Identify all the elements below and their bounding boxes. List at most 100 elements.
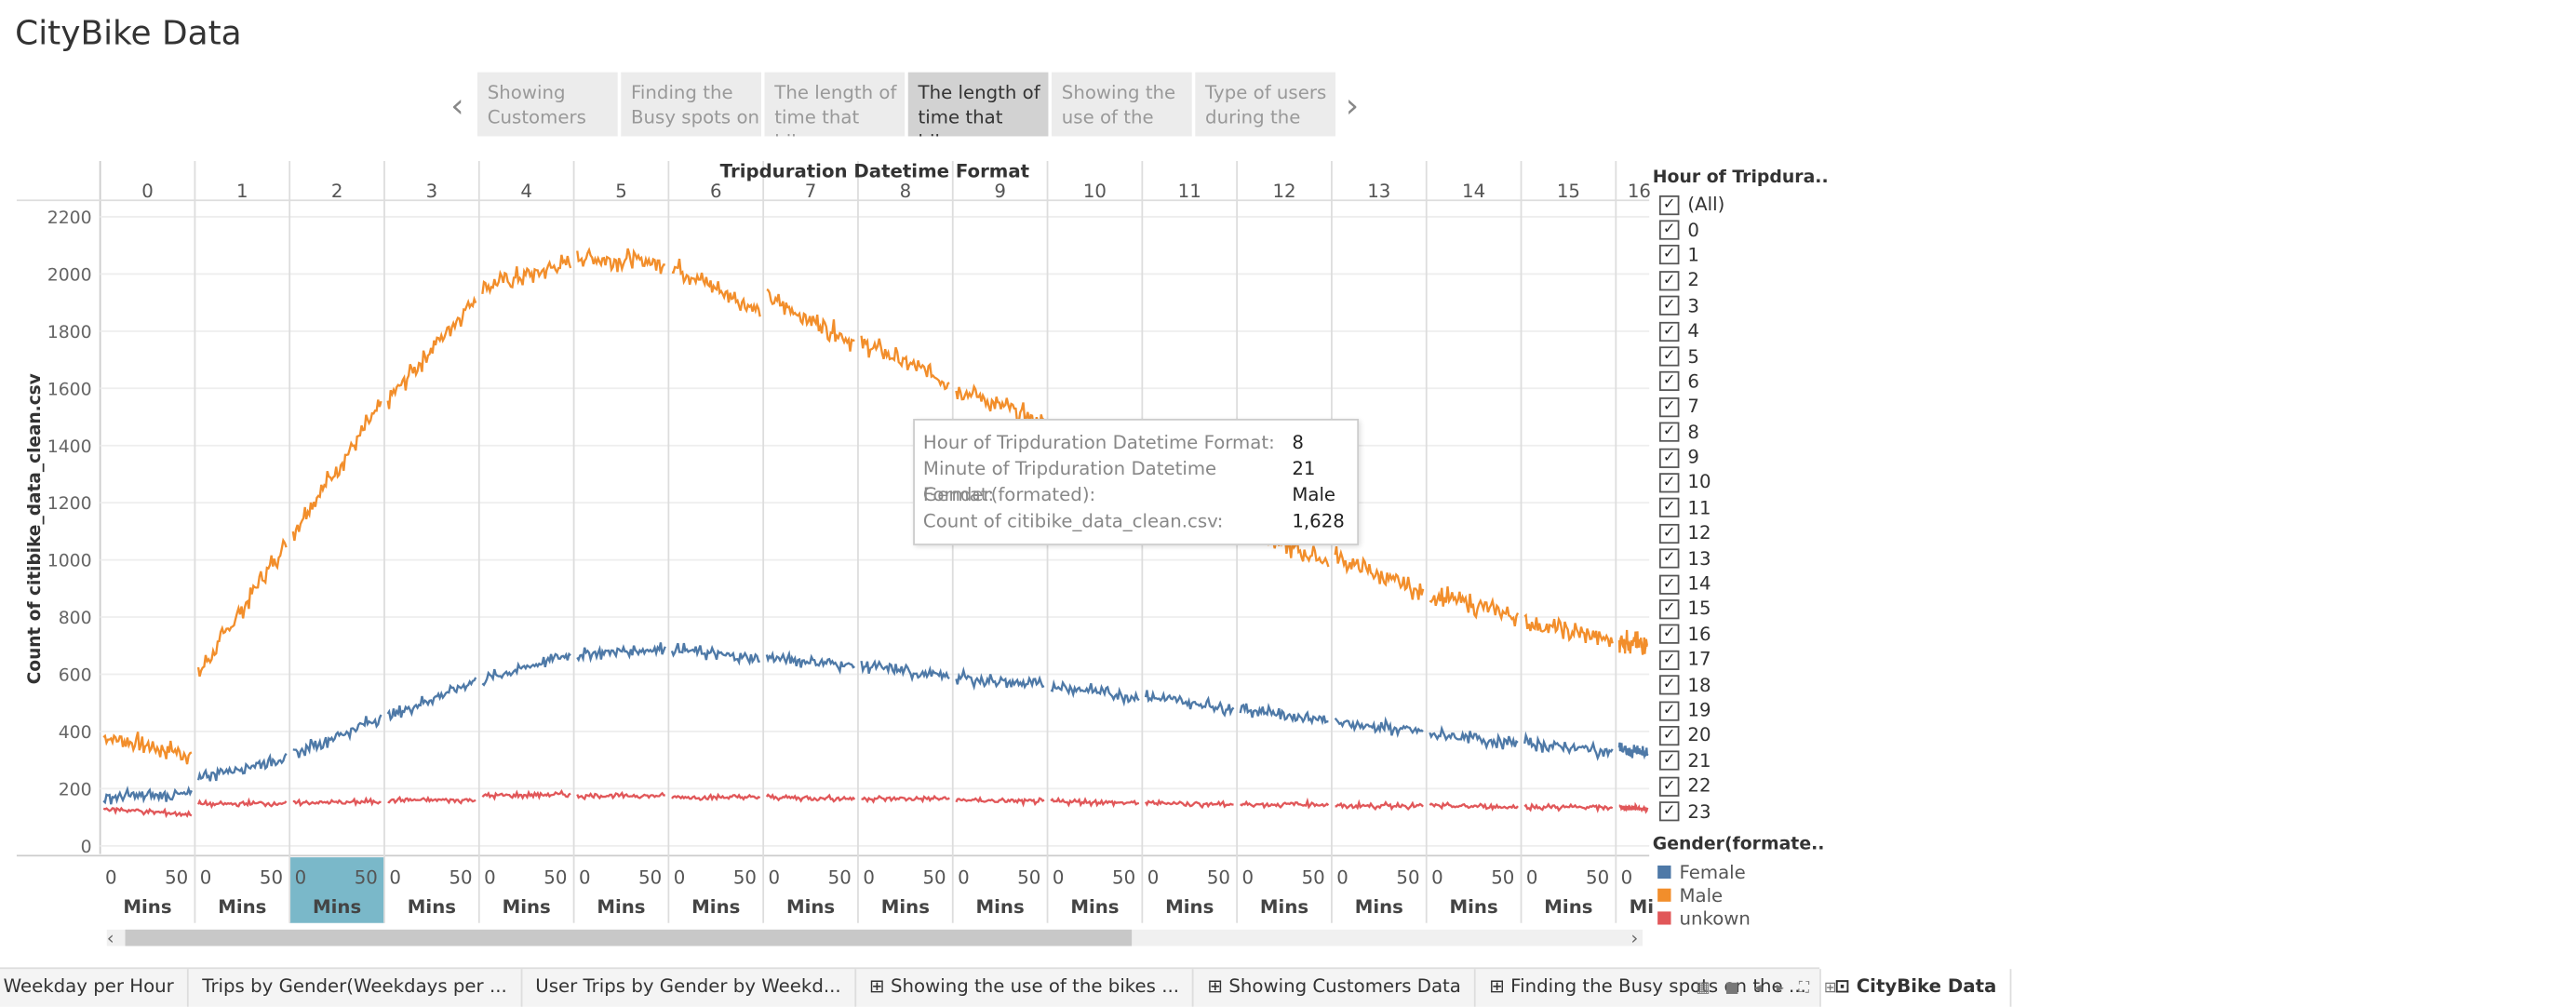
series-line-male xyxy=(1617,629,1648,655)
hour-label: 8 xyxy=(900,181,912,202)
sheet-tab[interactable]: ⊞ Finding the Busy spots on the ... xyxy=(1476,969,1821,1007)
y-tick-label: 2000 xyxy=(47,266,92,286)
scroll-right-button[interactable]: › xyxy=(1630,928,1638,949)
minute-tick-label: 0 xyxy=(200,867,212,889)
filter-item-label: 2 xyxy=(1687,270,1699,291)
checkbox-checked-icon[interactable]: ✓ xyxy=(1658,371,1680,392)
legend-swatch xyxy=(1657,888,1671,902)
series-line-male xyxy=(386,295,477,410)
story-card[interactable]: The length of time that bikes xyxy=(907,72,1049,137)
filter-item[interactable]: ✓ 22 xyxy=(1653,773,1829,799)
checkbox-checked-icon[interactable]: ✓ xyxy=(1658,624,1680,645)
filter-item[interactable]: ✓ 9 xyxy=(1653,445,1829,470)
sheet-tab[interactable]: ⊞ Showing the use of the bikes ... xyxy=(856,969,1195,1007)
filter-item[interactable]: ✓ (All) xyxy=(1653,192,1829,217)
filter-item[interactable]: ✓ 18 xyxy=(1653,673,1829,698)
checkbox-checked-icon[interactable]: ✓ xyxy=(1658,776,1680,797)
filter-item[interactable]: ✓ 10 xyxy=(1653,470,1829,495)
tooltip-key: Gender(formated): xyxy=(922,484,1096,506)
sheet-tab[interactable]: User Trips by Gender by Weekd... xyxy=(522,969,856,1007)
checkbox-checked-icon[interactable]: ✓ xyxy=(1658,548,1680,569)
tab-controls[interactable]: ▦ ■ ◂ ▸ ⛶ ⊞ xyxy=(1696,980,1842,998)
filter-item[interactable]: ✓ 4 xyxy=(1653,318,1829,343)
legend-swatch xyxy=(1657,865,1671,879)
series-line-unkown xyxy=(671,792,761,802)
minute-tick-label: 50 xyxy=(1302,867,1325,889)
scroll-left-button[interactable]: ‹ xyxy=(107,928,114,949)
hour-label: 2 xyxy=(331,181,343,202)
sheet-tab[interactable]: Trips by Gender(Weekdays per ... xyxy=(189,969,522,1007)
checkbox-checked-icon[interactable]: ✓ xyxy=(1658,220,1680,240)
filter-item[interactable]: ✓ 17 xyxy=(1653,647,1829,672)
filter-item[interactable]: ✓ 1 xyxy=(1653,243,1829,268)
y-tick-label: 600 xyxy=(59,666,92,686)
filter-item[interactable]: ✓ 13 xyxy=(1653,546,1829,571)
hour-label: 3 xyxy=(426,181,438,202)
filter-item[interactable]: ✓ 14 xyxy=(1653,571,1829,597)
checkbox-checked-icon[interactable]: ✓ xyxy=(1658,599,1680,620)
story-card[interactable]: Finding the Busy spots on xyxy=(621,72,761,137)
story-card[interactable]: The length of time that bikes xyxy=(764,72,906,137)
legend-item[interactable]: Female xyxy=(1653,861,1825,884)
story-next-button[interactable]: › xyxy=(1345,85,1360,126)
sheet-tab[interactable]: ⊡ CityBike Data xyxy=(1820,969,2012,1007)
filter-item[interactable]: ✓ 6 xyxy=(1653,369,1829,395)
minute-axis-label: Mins xyxy=(313,896,361,918)
filter-item[interactable]: ✓ 15 xyxy=(1653,597,1829,622)
sheet-tab[interactable]: Weekday per Hour xyxy=(0,969,189,1007)
hour-label: 11 xyxy=(1178,181,1201,202)
story-card[interactable]: Showing Customers xyxy=(476,72,618,137)
filter-item[interactable]: ✓ 2 xyxy=(1653,268,1829,293)
checkbox-checked-icon[interactable]: ✓ xyxy=(1658,270,1680,291)
checkbox-checked-icon[interactable]: ✓ xyxy=(1658,473,1680,493)
filter-item[interactable]: ✓ 8 xyxy=(1653,420,1829,445)
filter-item[interactable]: ✓ 7 xyxy=(1653,395,1829,420)
legend-label: Male xyxy=(1679,884,1724,906)
series-line-unkown xyxy=(292,796,382,808)
filter-item[interactable]: ✓ 21 xyxy=(1653,748,1829,773)
legend-item[interactable]: unkown xyxy=(1653,906,1825,930)
checkbox-checked-icon[interactable]: ✓ xyxy=(1658,573,1680,595)
story-card[interactable]: Showing the use of the xyxy=(1052,72,1192,137)
filter-item[interactable]: ✓ 3 xyxy=(1653,293,1829,318)
tooltip-row: Hour of Tripduration Datetime Format: 8 xyxy=(923,430,1357,456)
checkbox-checked-icon[interactable]: ✓ xyxy=(1658,675,1680,695)
story-card[interactable]: Type of users during the xyxy=(1195,72,1335,137)
checkbox-checked-icon[interactable]: ✓ xyxy=(1658,296,1680,316)
checkbox-checked-icon[interactable]: ✓ xyxy=(1658,523,1680,544)
checkbox-checked-icon[interactable]: ✓ xyxy=(1658,750,1680,772)
legend-item[interactable]: Male xyxy=(1653,883,1825,906)
checkbox-checked-icon[interactable]: ✓ xyxy=(1658,700,1680,720)
series-line-female xyxy=(1239,703,1329,726)
filter-item[interactable]: ✓ 11 xyxy=(1653,495,1829,520)
minute-tick-label: 0 xyxy=(1242,867,1254,889)
filter-item[interactable]: ✓ 20 xyxy=(1653,723,1829,748)
filter-item[interactable]: ✓ 0 xyxy=(1653,218,1829,243)
checkbox-checked-icon[interactable]: ✓ xyxy=(1658,195,1680,215)
checkbox-checked-icon[interactable]: ✓ xyxy=(1658,245,1680,265)
sheet-tab[interactable]: ⊞ Showing Customers Data xyxy=(1194,969,1477,1007)
checkbox-checked-icon[interactable]: ✓ xyxy=(1658,346,1680,367)
series-line-unkown xyxy=(1618,801,1649,814)
series-line-unkown xyxy=(861,794,950,804)
filter-item[interactable]: ✓ 16 xyxy=(1653,622,1829,647)
checkbox-checked-icon[interactable]: ✓ xyxy=(1658,448,1680,468)
checkbox-checked-icon[interactable]: ✓ xyxy=(1658,321,1680,342)
checkbox-checked-icon[interactable]: ✓ xyxy=(1658,650,1680,670)
minute-tick-label: 0 xyxy=(769,867,781,889)
filter-item-label: 12 xyxy=(1687,522,1711,544)
checkbox-checked-icon[interactable]: ✓ xyxy=(1658,396,1680,417)
filter-item-label: 0 xyxy=(1687,219,1699,241)
filter-item-label: 5 xyxy=(1687,345,1699,368)
filter-item[interactable]: ✓ 19 xyxy=(1653,698,1829,723)
filter-item[interactable]: ✓ 12 xyxy=(1653,521,1829,546)
checkbox-checked-icon[interactable]: ✓ xyxy=(1658,422,1680,443)
filter-item[interactable]: ✓ 23 xyxy=(1653,799,1829,824)
filter-item-label: 11 xyxy=(1687,497,1711,519)
filter-item[interactable]: ✓ 5 xyxy=(1653,343,1829,369)
checkbox-checked-icon[interactable]: ✓ xyxy=(1658,498,1680,518)
checkbox-checked-icon[interactable]: ✓ xyxy=(1658,801,1680,822)
story-prev-button[interactable]: ‹ xyxy=(450,85,464,126)
scrollbar-thumb[interactable] xyxy=(125,929,1133,947)
checkbox-checked-icon[interactable]: ✓ xyxy=(1658,725,1680,745)
